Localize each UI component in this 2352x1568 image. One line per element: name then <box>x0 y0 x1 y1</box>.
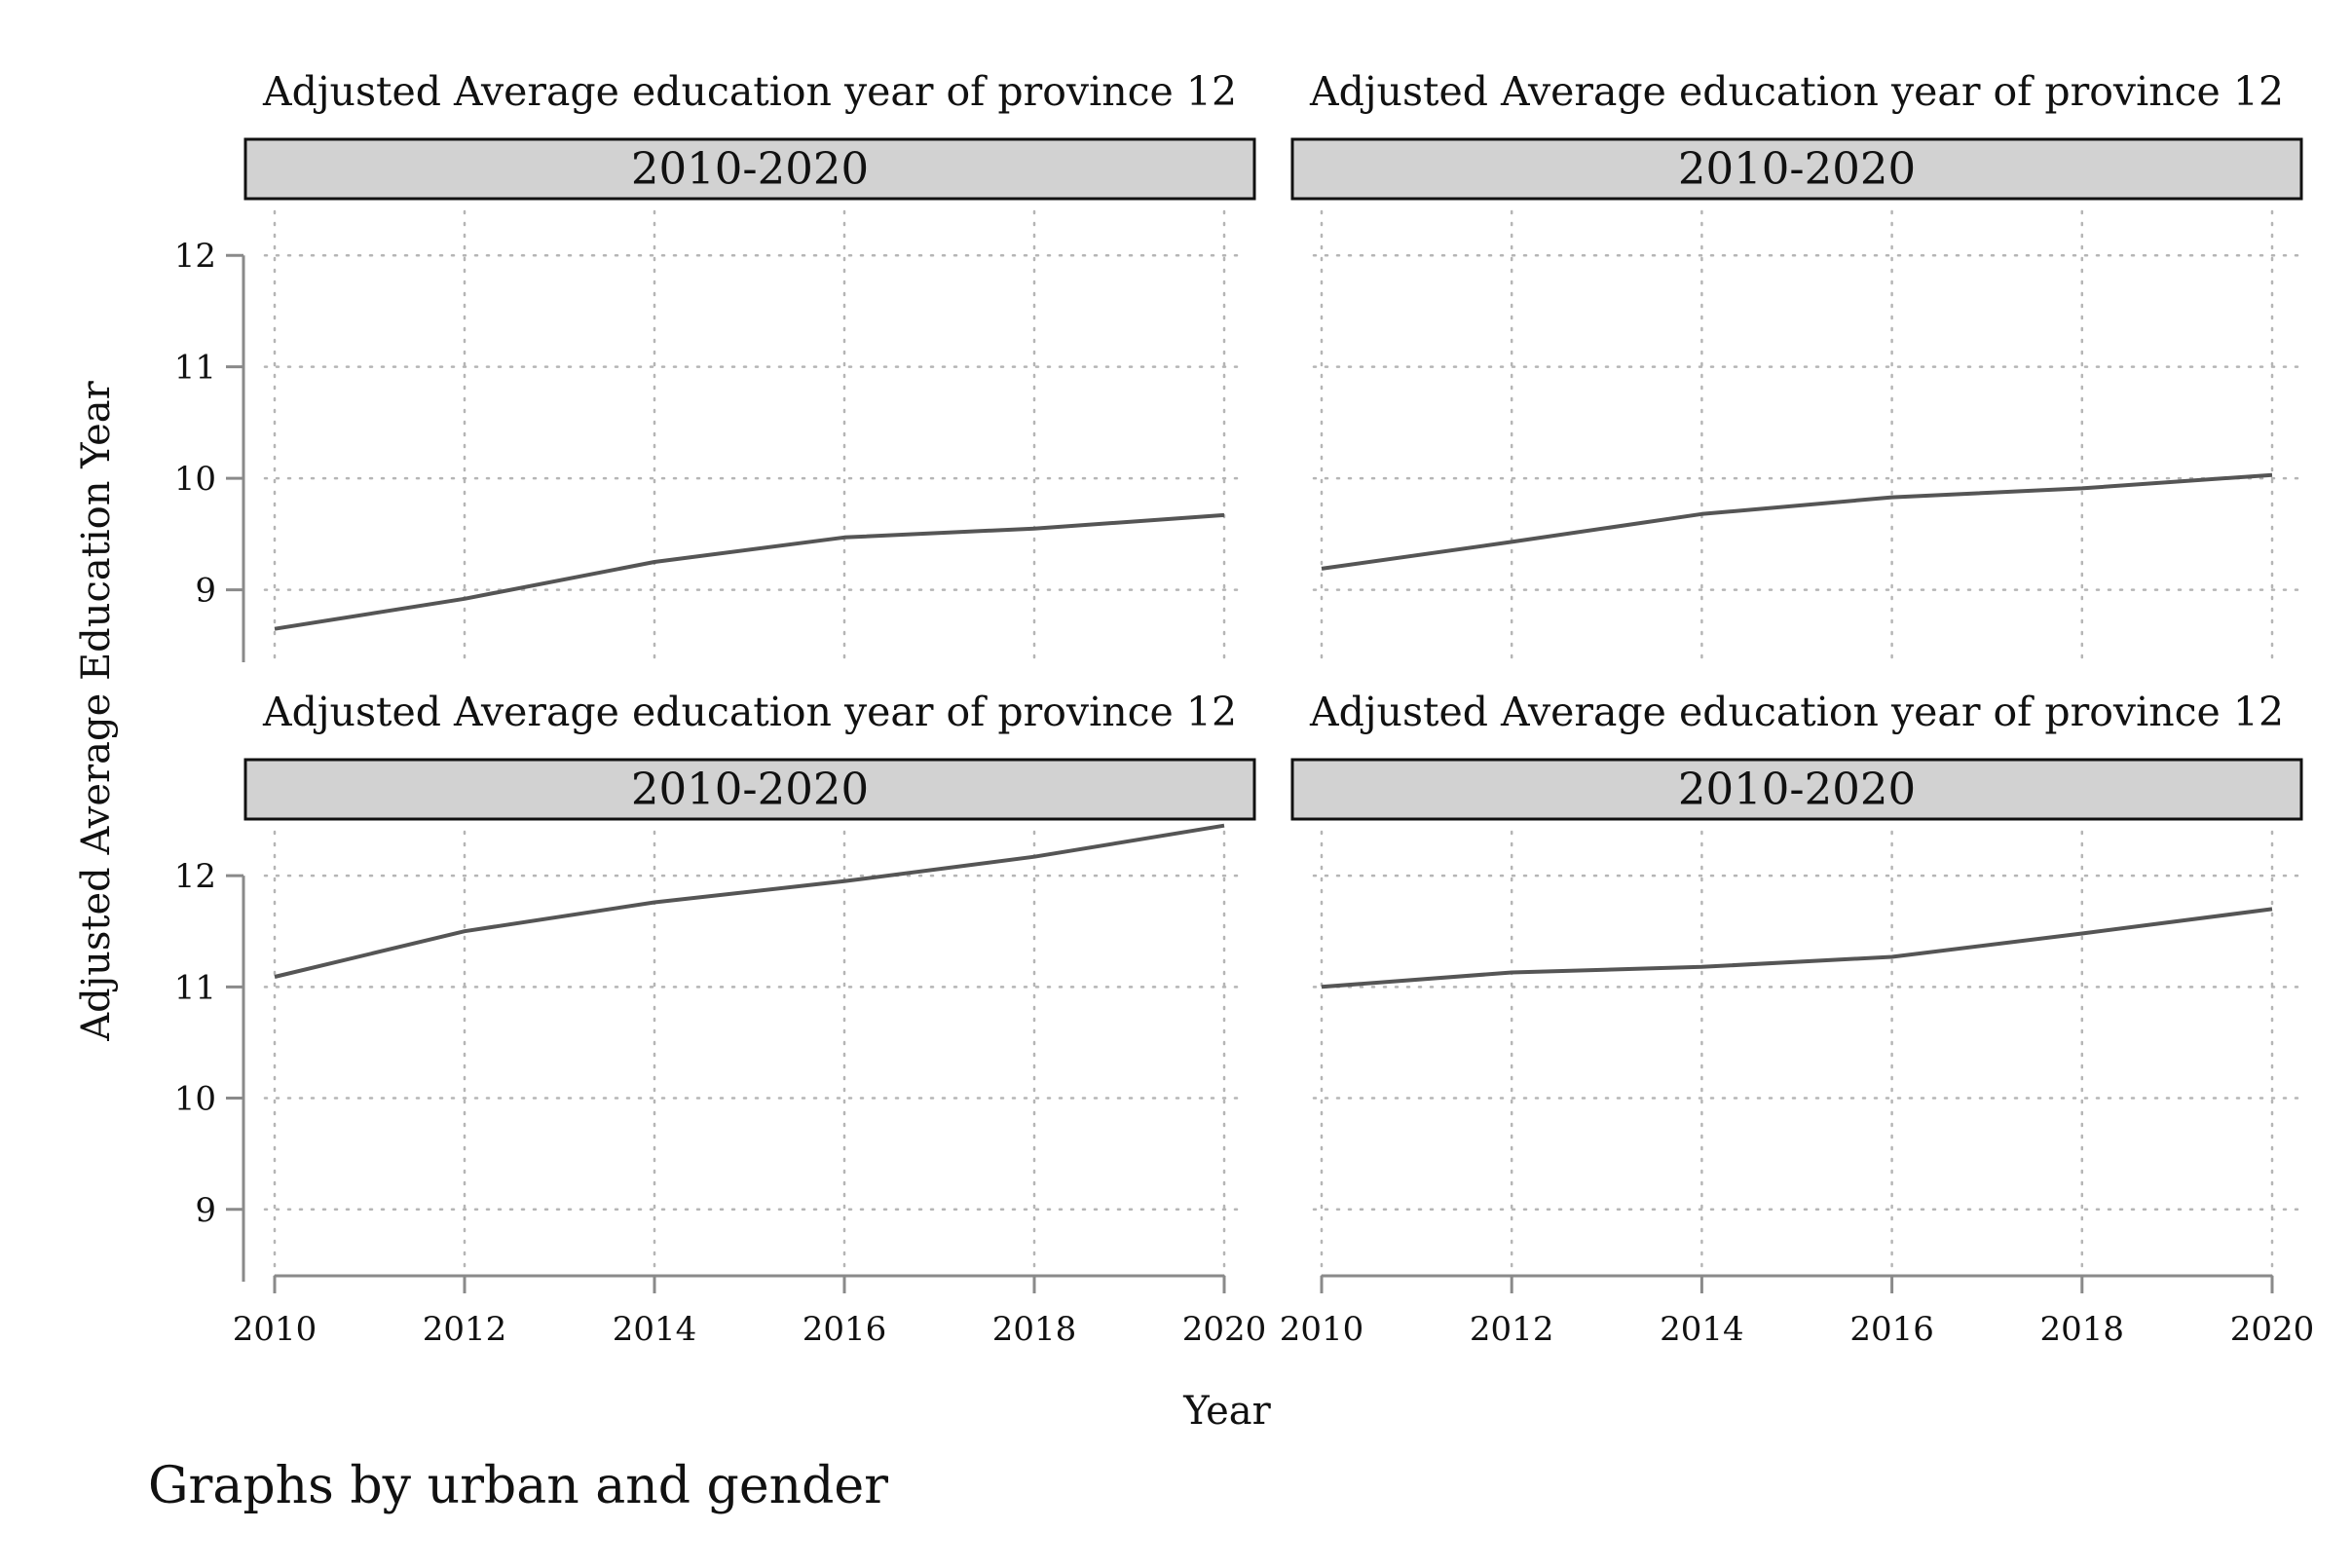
x-tick-label: 2020 <box>1182 1310 1267 1349</box>
panel-1: Adjusted Average education year of provi… <box>174 68 1256 662</box>
x-tick-label: 2012 <box>423 1310 507 1349</box>
panel-title: Adjusted Average education year of provi… <box>262 689 1237 735</box>
panel-2: Adjusted Average education year of provi… <box>1290 68 2303 660</box>
panel-3: Adjusted Average education year of provi… <box>174 689 1267 1349</box>
panel-strip <box>1290 137 2303 201</box>
panel-strip <box>1290 758 2303 821</box>
panel-4: Adjusted Average education year of provi… <box>1280 689 2315 1349</box>
y-tick-label: 12 <box>174 857 216 896</box>
x-tick-label: 2016 <box>1849 1310 1934 1349</box>
x-axis-title: Year <box>1182 1389 1271 1434</box>
x-tick-label: 2010 <box>233 1310 317 1349</box>
panel-strip-label: 2010-2020 <box>1678 143 1916 195</box>
y-tick-label: 11 <box>174 968 216 1007</box>
x-tick-label: 2018 <box>992 1310 1077 1349</box>
series-line <box>1321 472 2273 571</box>
y-tick-label: 11 <box>174 349 216 388</box>
panel-strip-label: 2010-2020 <box>631 143 869 195</box>
y-tick-label: 9 <box>195 1191 216 1230</box>
panel-strip <box>243 758 1256 821</box>
figure-note: Graphs by urban and gender <box>148 1457 888 1515</box>
panel-strip <box>243 137 1256 201</box>
x-tick-label: 2014 <box>613 1310 697 1349</box>
series-line <box>274 823 1225 979</box>
y-axis-title: Adjusted Average Education Year <box>74 380 119 1041</box>
x-tick-label: 2014 <box>1660 1310 1744 1349</box>
y-tick-label: 10 <box>174 1080 216 1119</box>
panel-title: Adjusted Average education year of provi… <box>1309 689 2284 735</box>
x-tick-label: 2020 <box>2230 1310 2315 1349</box>
y-tick-label: 10 <box>174 460 216 499</box>
x-tick-label: 2018 <box>2040 1310 2125 1349</box>
series-line <box>1321 907 2273 989</box>
panel-title: Adjusted Average education year of provi… <box>1309 68 2284 115</box>
x-tick-label: 2010 <box>1280 1310 1364 1349</box>
x-tick-label: 2016 <box>803 1310 887 1349</box>
x-tick-label: 2012 <box>1470 1310 1554 1349</box>
y-tick-label: 12 <box>174 237 216 276</box>
panel-strip-label: 2010-2020 <box>1678 764 1916 815</box>
y-tick-label: 9 <box>195 572 216 611</box>
panel-strip-label: 2010-2020 <box>631 764 869 815</box>
series-line <box>274 512 1225 631</box>
panel-title: Adjusted Average education year of provi… <box>262 68 1237 115</box>
